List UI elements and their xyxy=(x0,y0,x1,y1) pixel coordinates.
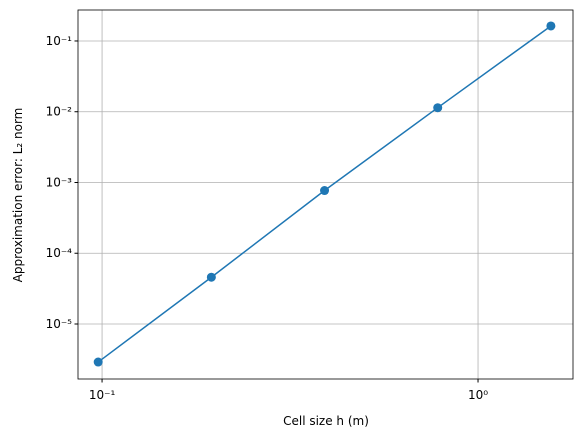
y-tick-label: 10⁻¹ xyxy=(46,34,73,48)
x-tick-label: 10⁻¹ xyxy=(89,388,116,402)
data-point xyxy=(320,186,330,196)
y-tick-label: 10⁻⁴ xyxy=(46,246,73,260)
y-tick-label: 10⁻² xyxy=(46,105,73,119)
data-point xyxy=(93,357,103,367)
y-tick-label: 10⁻⁵ xyxy=(46,317,73,331)
plot-frame xyxy=(77,9,574,380)
data-point xyxy=(433,103,443,113)
data-point xyxy=(546,21,556,31)
data-point xyxy=(206,272,216,282)
y-axis-label: Approximation error: L₂ norm xyxy=(11,108,25,283)
y-tick-label: 10⁻³ xyxy=(46,175,73,189)
x-axis-label: Cell size h (m) xyxy=(283,414,369,428)
x-tick-label: 10⁰ xyxy=(468,388,488,402)
